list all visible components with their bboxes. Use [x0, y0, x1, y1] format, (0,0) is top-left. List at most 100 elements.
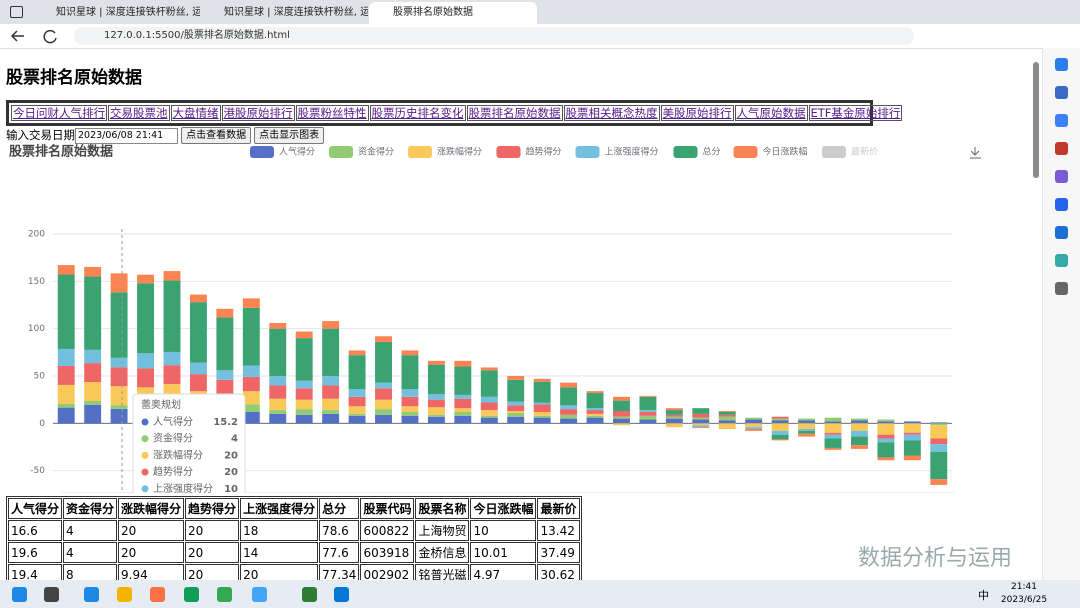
taskbar-icon[interactable]	[334, 587, 349, 602]
bar-segment	[189, 294, 207, 303]
sidebar-icon[interactable]	[1055, 142, 1068, 155]
bar-segment	[930, 425, 948, 439]
bar-segment	[427, 399, 445, 408]
bar-segment	[216, 379, 234, 395]
legend-label[interactable]: 上涨强度得分	[605, 146, 659, 158]
legend-label[interactable]: 涨跌幅得分	[437, 146, 482, 158]
scrollbar[interactable]	[1033, 62, 1039, 178]
nav-link[interactable]: 股票历史排名变化	[369, 105, 466, 121]
bar-segment	[84, 363, 102, 383]
bar-segment	[480, 415, 498, 418]
nav-link[interactable]: 美股原始排行	[660, 105, 734, 121]
taskbar-icon[interactable]	[252, 587, 267, 602]
bar-segment	[322, 385, 340, 399]
tab[interactable]: 股票排名原始数据	[369, 2, 537, 24]
bar-segment	[586, 408, 604, 411]
tooltip-title: 蕾奥规划	[141, 398, 181, 411]
button[interactable]: 点击显示图表	[254, 127, 325, 144]
bar-segment	[613, 396, 630, 401]
bar-segment	[877, 421, 895, 424]
taskbar-icon[interactable]	[84, 587, 99, 602]
nav-link[interactable]: 股票粉丝特性	[295, 105, 369, 121]
bar-segment	[163, 271, 181, 281]
bar-segment	[533, 411, 551, 416]
nav-link[interactable]: ETF基金原始排行	[808, 105, 903, 121]
bar-segment	[480, 410, 498, 416]
bar-segment	[665, 408, 683, 411]
bar-segment	[798, 429, 816, 431]
bar-segment	[242, 391, 260, 405]
legend-label[interactable]: 总分	[703, 146, 721, 158]
bar-segment	[401, 406, 419, 412]
taskbar-icon[interactable]	[44, 587, 59, 602]
nav-link[interactable]: 股票排名原始数据	[466, 105, 563, 121]
sidebar-icon[interactable]	[1055, 254, 1068, 267]
bar-segment	[745, 417, 763, 420]
taskbar-icon[interactable]	[184, 587, 199, 602]
bar-segment	[189, 362, 207, 375]
sidebar-icon[interactable]	[1055, 226, 1068, 239]
button[interactable]: 点击查看数据	[181, 127, 252, 144]
taskbar-icon[interactable]	[12, 587, 27, 602]
table-cell: 铭普光磁	[415, 564, 470, 580]
nav-link[interactable]: 人气原始数据	[734, 105, 808, 121]
bar-segment	[586, 415, 604, 418]
bar-segment	[798, 433, 816, 437]
sidebar-icon[interactable]	[1055, 282, 1068, 295]
sidebar	[1042, 48, 1080, 580]
bar-segment	[718, 420, 736, 424]
nav-link[interactable]: 股票相关概念热度	[563, 105, 660, 121]
bar-segment	[295, 399, 313, 410]
sidebar-icon[interactable]	[1055, 114, 1068, 127]
nav-link[interactable]: 大盘情绪	[170, 105, 221, 121]
legend-swatch[interactable]	[496, 146, 521, 158]
ime[interactable]: 中	[978, 589, 989, 602]
bar-segment	[57, 407, 75, 424]
legend-label[interactable]: 最新价	[851, 146, 878, 158]
legend-swatch[interactable]	[733, 146, 758, 158]
nav-link[interactable]: 港股原始排行	[221, 105, 295, 121]
legend-swatch[interactable]	[250, 146, 274, 158]
nav-link[interactable]: 交易股票池	[108, 105, 170, 121]
legend-swatch[interactable]	[673, 146, 698, 158]
nav-link[interactable]: 今日问财人气排行	[11, 105, 107, 121]
download-icon[interactable]	[970, 147, 981, 159]
bar-segment	[480, 402, 498, 411]
legend-swatch[interactable]	[329, 146, 353, 158]
table-cell: 9.94	[118, 564, 185, 580]
bar-segment	[189, 374, 207, 392]
legend-label[interactable]: 趋势得分	[526, 146, 562, 158]
legend-swatch[interactable]	[575, 146, 600, 158]
nav-buttons[interactable]	[0, 24, 70, 48]
url-field[interactable]: 127.0.0.1:5500/股票排名原始数据.html	[74, 27, 914, 45]
table-header: 上涨强度得分	[240, 498, 319, 519]
legend-label[interactable]: 人气得分	[279, 146, 315, 158]
legend-swatch[interactable]	[822, 146, 846, 158]
taskbar-icon[interactable]	[117, 587, 132, 602]
taskbar-icon[interactable]	[217, 587, 232, 602]
table-cell: 30.62	[537, 564, 580, 580]
bar-segment	[824, 432, 842, 435]
table-header: 今日涨跌幅	[470, 498, 537, 519]
window-menu[interactable]	[10, 6, 23, 18]
bar-segment	[771, 418, 789, 421]
tab[interactable]: 知识星球 | 深度连接铁杆粉丝, 运	[224, 7, 368, 18]
legend-label[interactable]: 资金得分	[358, 146, 394, 158]
table-cell: 上海物贸	[415, 520, 470, 541]
table-cell: 20	[185, 542, 240, 563]
tab[interactable]: 知识星球 | 深度连接铁杆粉丝, 运	[56, 7, 200, 18]
bar-segment	[322, 413, 340, 424]
sidebar-icon[interactable]	[1055, 58, 1068, 71]
legend-swatch[interactable]	[408, 146, 432, 158]
sidebar-icon[interactable]	[1055, 170, 1068, 183]
bar-segment	[454, 408, 472, 412]
sidebar-icon[interactable]	[1055, 86, 1068, 99]
date-input[interactable]: 2023/06/08 21:41	[75, 127, 179, 144]
taskbar-icon[interactable]	[302, 587, 317, 602]
taskbar-icon[interactable]	[150, 587, 165, 602]
legend-label[interactable]: 今日涨跌幅	[763, 146, 808, 158]
nav-menu: 今日问财人气排行 交易股票池 大盘情绪 港股原始排行 股票粉丝特性 股票历史排名变化 股票排…	[6, 100, 903, 126]
sidebar-icon[interactable]	[1055, 198, 1068, 211]
bar-segment	[401, 389, 419, 397]
date: 2023/6/25	[1000, 595, 1048, 605]
